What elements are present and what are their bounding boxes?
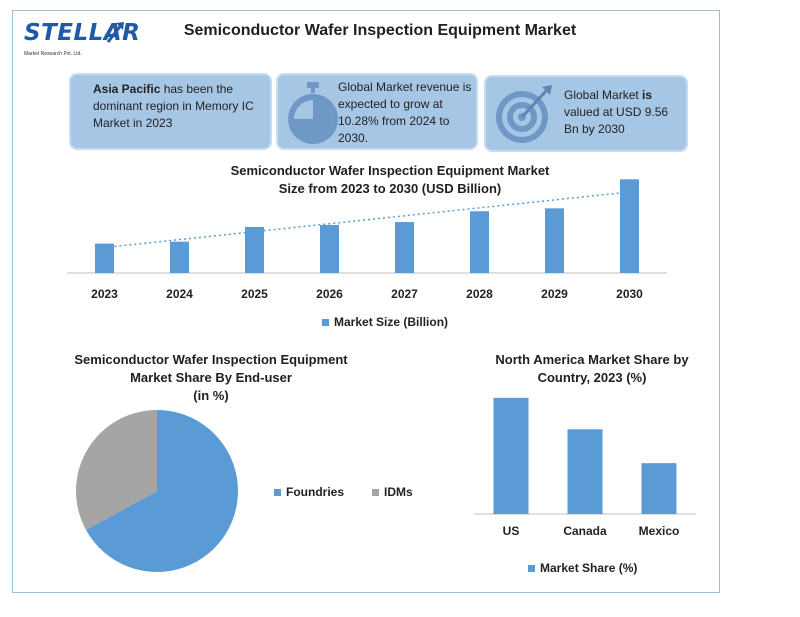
pie-legend-label: IDMs: [384, 485, 413, 499]
na-title-line2: Country, 2023 (%): [537, 370, 647, 385]
legend-swatch: [274, 488, 281, 496]
bar: [320, 224, 339, 273]
x-tick-label: Canada: [563, 524, 607, 538]
bar: [395, 222, 414, 273]
x-tick-label: Mexico: [639, 524, 680, 538]
bar: [641, 463, 677, 514]
x-tick-label: 2028: [466, 287, 493, 301]
bar: [470, 211, 489, 273]
x-tick-label: 2030: [616, 287, 643, 301]
card-value-bold: is: [642, 88, 653, 102]
end-user-title-line3: (in %): [193, 388, 229, 403]
bar: [545, 208, 564, 273]
na-chart-title: North America Market Share by Country, 2…: [474, 351, 710, 387]
pie-legend-idms: IDMs: [372, 485, 413, 499]
market-size-chart-title: Semiconductor Wafer Inspection Equipment…: [170, 162, 610, 198]
x-tick-label: US: [503, 524, 520, 538]
card-growth-text: Global Market revenue is expected to gro…: [338, 80, 472, 145]
market-size-legend: Market Size (Billion): [322, 315, 448, 329]
legend-swatch: [528, 564, 535, 572]
x-tick-label: 2025: [241, 287, 268, 301]
logo-tagline: Market Research Pvt. Ltd.: [24, 51, 82, 57]
bar: [567, 429, 603, 514]
na-legend-label: Market Share (%): [540, 561, 638, 575]
x-tick-label: 2023: [91, 287, 118, 301]
pie-slice: [86, 410, 239, 572]
na-title-line1: North America Market Share by: [495, 352, 689, 367]
pie-slice: [76, 410, 157, 531]
stellar-logo: STELLAR Market Research Pvt. Ltd.: [18, 16, 140, 62]
info-card-region: Asia Pacific has been the dominant regio…: [69, 73, 272, 150]
card-region-bold: Asia Pacific: [93, 82, 161, 96]
pie-legend-label: Foundries: [286, 485, 345, 499]
logo-arrow-icon: [106, 22, 124, 43]
market-size-title-line1: Semiconductor Wafer Inspection Equipment…: [230, 163, 550, 178]
info-card-value: Global Market is valued at USD 9.56 Bn b…: [484, 75, 688, 152]
card-region-text: has been the dominant region in Memory I…: [93, 82, 254, 130]
x-tick-label: 2027: [391, 287, 418, 301]
end-user-title-line1: Semiconductor Wafer Inspection Equipment: [74, 352, 348, 367]
legend-swatch: [322, 318, 329, 326]
na-legend: Market Share (%): [528, 561, 637, 575]
x-tick-label: 2026: [316, 287, 343, 301]
bar: [95, 243, 114, 273]
card-value-text: valued at USD 9.56 Bn by 2030: [564, 105, 669, 136]
stopwatch-icon: [288, 82, 338, 144]
pie-legend-foundries: Foundries: [274, 485, 344, 499]
end-user-title-line2: Market Share By End-user: [130, 370, 292, 385]
x-tick-label: 2024: [166, 287, 193, 301]
market-size-legend-label: Market Size (Billion): [334, 315, 449, 329]
page-title: Semiconductor Wafer Inspection Equipment…: [183, 22, 577, 39]
info-card-growth: Global Market revenue is expected to gro…: [276, 73, 478, 150]
bar: [170, 241, 189, 273]
legend-swatch: [372, 488, 379, 496]
bar: [620, 179, 639, 273]
end-user-chart-title: Semiconductor Wafer Inspection Equipment…: [56, 351, 366, 405]
x-tick-label: 2029: [541, 287, 568, 301]
card-value-pre: Global Market: [564, 88, 643, 102]
bar: [245, 226, 264, 273]
bar: [493, 397, 529, 514]
market-size-title-line2: Size from 2023 to 2030 (USD Billion): [278, 181, 502, 196]
target-icon: [496, 85, 552, 143]
